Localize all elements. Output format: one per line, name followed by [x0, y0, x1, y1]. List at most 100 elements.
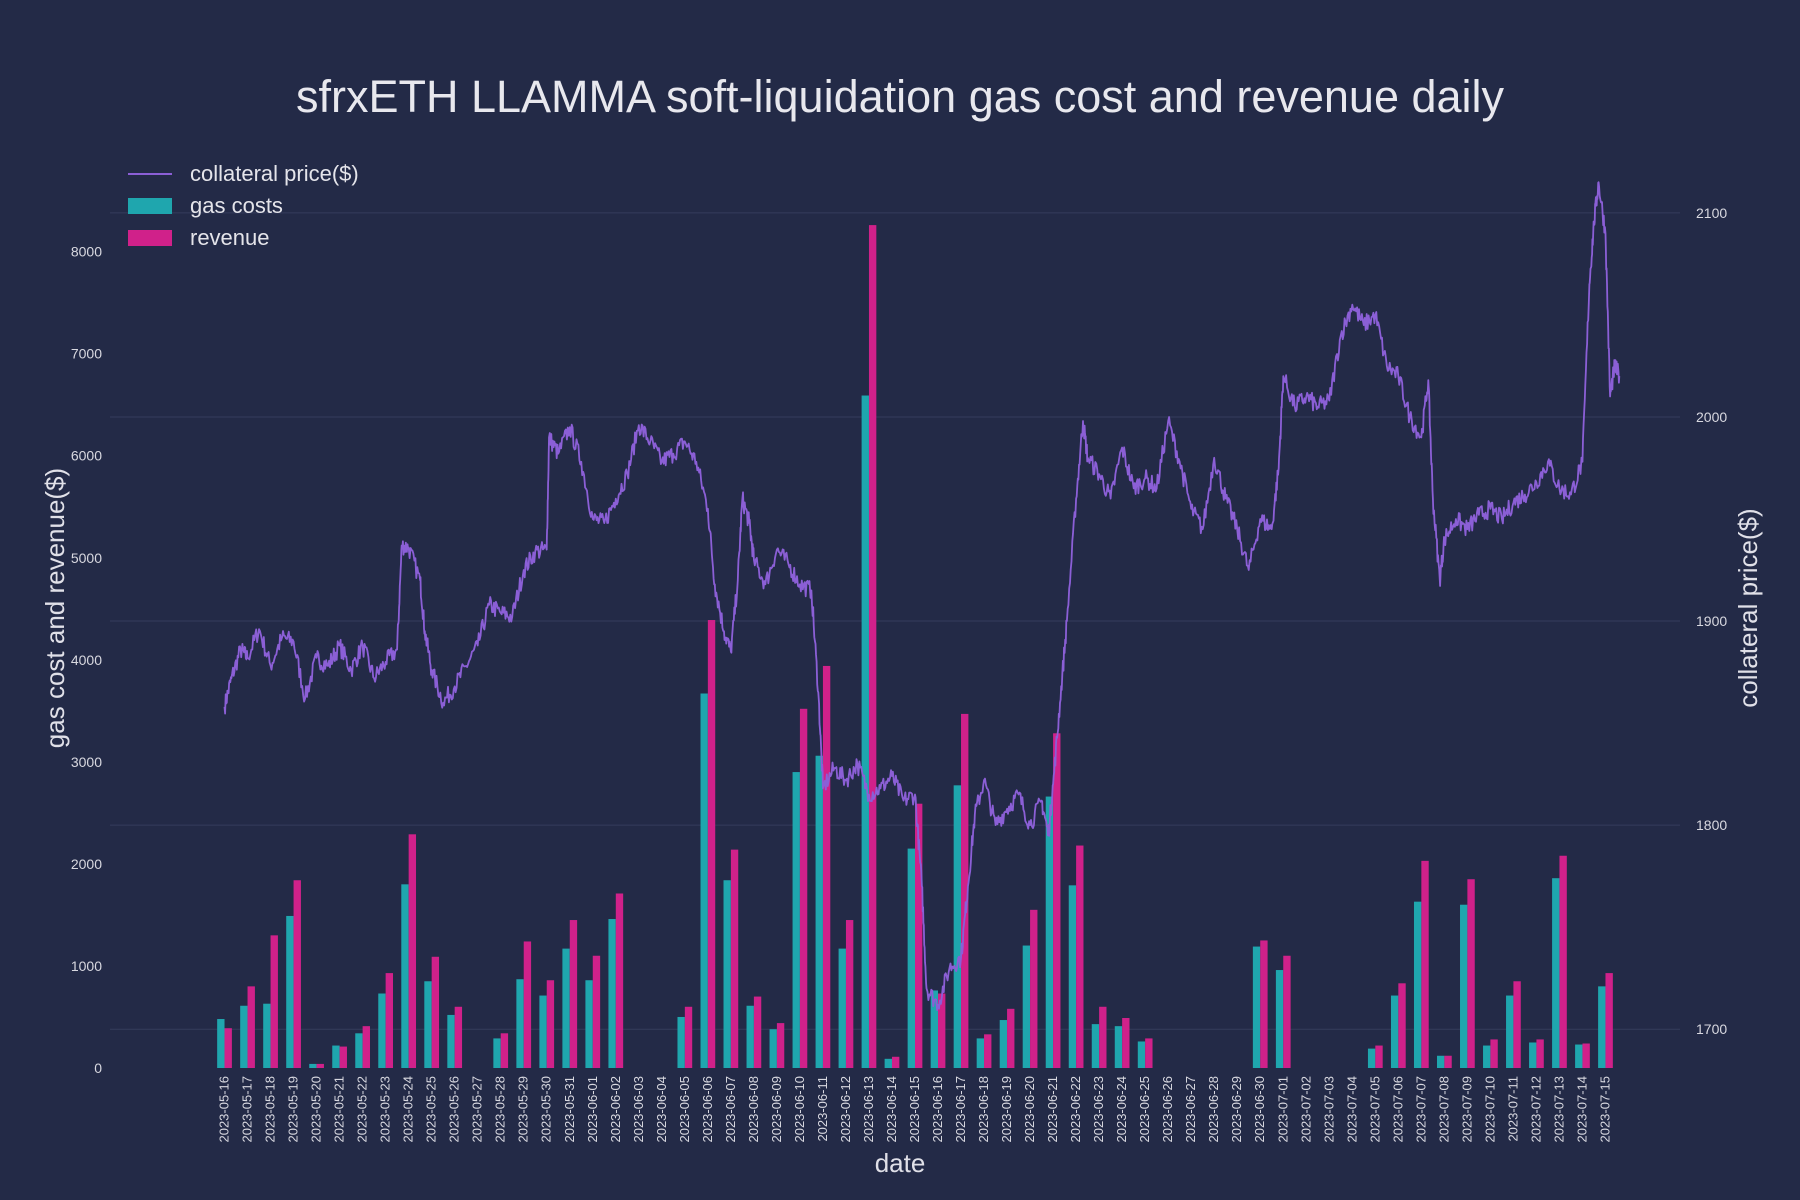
x-tick-label: 2023-05-27 — [470, 1076, 485, 1143]
x-tick-label: 2023-06-10 — [792, 1076, 807, 1143]
bar-gas-costs — [332, 1045, 340, 1068]
bar-revenue — [938, 993, 946, 1068]
bar-gas-costs — [677, 1016, 685, 1068]
bar-revenue — [569, 920, 578, 1068]
x-tick-label: 2023-06-21 — [1045, 1076, 1060, 1143]
x-tick-label: 2023-05-30 — [539, 1076, 554, 1143]
x-tick-label: 2023-06-14 — [884, 1076, 899, 1143]
y-tick-label: 5000 — [71, 550, 102, 566]
x-tick-label: 2023-07-05 — [1367, 1076, 1382, 1143]
x-tick-label: 2023-06-19 — [999, 1076, 1014, 1143]
x-tick-label: 2023-06-05 — [677, 1076, 692, 1143]
price-line — [223, 181, 1621, 1011]
bar-gas-costs — [309, 1063, 317, 1068]
x-tick-label: 2023-07-04 — [1344, 1076, 1359, 1143]
bar-revenue — [546, 980, 555, 1068]
bar-gas-costs — [401, 884, 409, 1068]
bar-gas-costs — [286, 915, 294, 1068]
bar-revenue — [1053, 733, 1061, 1068]
x-tick-label: 2023-07-12 — [1528, 1076, 1543, 1143]
x-tick-label: 2023-07-14 — [1574, 1076, 1589, 1143]
y-tick-label: 0 — [94, 1060, 102, 1076]
bar-gas-costs — [1575, 1044, 1583, 1068]
y2-axis-title: collateral price($) — [1733, 508, 1763, 707]
bar-revenue — [362, 1026, 370, 1068]
x-tick-label: 2023-05-17 — [240, 1076, 255, 1143]
x-tick-label: 2023-06-22 — [1068, 1076, 1083, 1143]
bar-gas-costs — [1091, 1024, 1100, 1068]
bar-revenue — [316, 1063, 324, 1068]
legend-swatch-gas — [128, 198, 172, 214]
x-axis-title: date — [875, 1148, 926, 1178]
bar-revenue — [1076, 845, 1084, 1068]
bar-gas-costs — [723, 880, 731, 1068]
x-tick-label: 2023-07-11 — [1505, 1076, 1520, 1142]
bar-gas-costs — [608, 919, 616, 1068]
x-tick-label: 2023-05-19 — [286, 1076, 301, 1143]
y2-tick-label: 2100 — [1696, 205, 1727, 221]
bar-gas-costs — [907, 848, 915, 1068]
chart-title: sfrxETH LLAMMA soft-liquidation gas cost… — [296, 71, 1505, 122]
bar-gas-costs — [1390, 995, 1399, 1068]
x-tick-label: 2023-06-25 — [1137, 1076, 1152, 1143]
y-axis-title: gas cost and revenue($) — [40, 468, 70, 748]
x-tick-label: 2023-06-18 — [976, 1076, 991, 1143]
bar-gas-costs — [1552, 878, 1560, 1068]
y2-tick-label: 1900 — [1696, 613, 1727, 629]
bar-revenue — [385, 973, 393, 1068]
x-tick-label: 2023-05-24 — [401, 1076, 416, 1143]
x-tick-label: 2023-05-31 — [562, 1076, 577, 1143]
x-tick-label: 2023-06-06 — [700, 1076, 715, 1143]
y2-axis-ticks: 1700 1800 1900 2000 2100 — [1696, 205, 1727, 1037]
bar-gas-costs — [1598, 986, 1606, 1068]
bar-revenue — [270, 935, 278, 1068]
x-tick-label: 2023-06-08 — [746, 1076, 761, 1143]
x-tick-label: 2023-06-23 — [1091, 1076, 1106, 1143]
bar-gas-costs — [1460, 904, 1468, 1068]
bar-gas-costs — [884, 1058, 892, 1068]
legend: collateral price($) gas costs revenue — [128, 161, 359, 250]
x-tick-label: 2023-06-11 — [815, 1076, 830, 1142]
x-tick-label: 2023-07-10 — [1482, 1076, 1497, 1143]
bar-revenue — [523, 941, 532, 1068]
bar-gas-costs — [769, 1029, 777, 1068]
bar-revenue — [707, 620, 716, 1068]
bar-revenue — [984, 1034, 992, 1068]
legend-label-price: collateral price($) — [190, 161, 359, 186]
bar-revenue — [799, 708, 808, 1068]
x-tick-label: 2023-06-12 — [838, 1076, 853, 1143]
x-tick-label: 2023-07-06 — [1390, 1076, 1405, 1143]
bar-gas-costs — [838, 948, 846, 1068]
x-tick-label: 2023-05-22 — [355, 1076, 370, 1143]
bar-revenue — [1398, 983, 1406, 1068]
y-tick-label: 3000 — [71, 754, 102, 770]
bar-revenue — [891, 1056, 900, 1068]
bar-gas-costs — [493, 1038, 501, 1068]
bar-revenue — [1582, 1043, 1590, 1068]
y-tick-label: 4000 — [71, 652, 102, 668]
x-tick-label: 2023-05-21 — [332, 1076, 347, 1143]
x-tick-label: 2023-07-09 — [1459, 1076, 1474, 1143]
bar-revenue — [431, 956, 440, 1068]
x-tick-label: 2023-07-08 — [1436, 1076, 1451, 1143]
bar-gas-costs — [263, 1003, 271, 1068]
bar-revenue — [1444, 1055, 1452, 1068]
bar-revenue — [454, 1006, 463, 1068]
x-tick-label: 2023-06-26 — [1160, 1076, 1175, 1143]
x-tick-label: 2023-06-24 — [1114, 1076, 1129, 1143]
y2-tick-label: 1700 — [1696, 1021, 1727, 1037]
bar-gas-costs — [378, 993, 386, 1068]
bar-revenue — [845, 920, 854, 1068]
y-tick-label: 2000 — [71, 856, 102, 872]
bar-gas-costs — [746, 1005, 754, 1068]
bar-revenue — [1467, 879, 1475, 1068]
y-tick-label: 8000 — [71, 244, 102, 260]
x-tick-label: 2023-06-30 — [1252, 1076, 1267, 1143]
bar-gas-costs — [1045, 796, 1054, 1068]
bar-gas-costs — [861, 395, 869, 1068]
bar-gas-costs — [953, 785, 962, 1068]
x-tick-label: 2023-05-25 — [424, 1076, 439, 1143]
x-tick-label: 2023-06-04 — [654, 1076, 669, 1143]
y-tick-label: 7000 — [71, 346, 102, 362]
